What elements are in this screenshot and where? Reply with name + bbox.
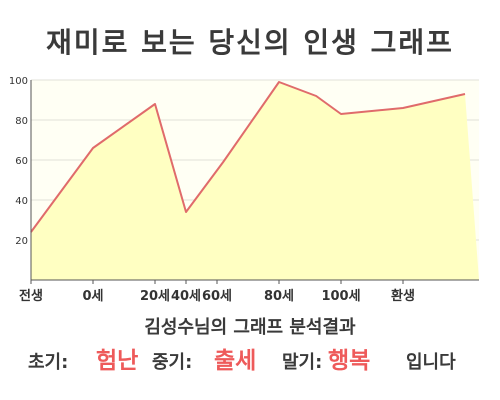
late-value: 행복 [328, 348, 371, 374]
x-tick-label: 환생 [391, 288, 415, 304]
x-tick-label: 40세 [171, 289, 201, 304]
x-tick-label: 20세 [140, 289, 170, 304]
y-tick-label: 80 [15, 116, 28, 127]
x-tick-label: 100세 [321, 289, 360, 304]
early-label: 초기: [28, 352, 69, 373]
x-tick-label: 0세 [82, 289, 103, 304]
mid-value: 출세 [214, 348, 257, 374]
y-tick-label: 20 [15, 236, 28, 247]
mid-label: 중기: [152, 352, 193, 373]
result-summary: 초기: 험난 중기: 출세 말기: 행복 입니다 [28, 346, 488, 380]
chart-title: 재미로 보는 당신의 인생 그래프 [46, 26, 454, 59]
area-fill [31, 82, 479, 280]
x-tick-label: 60세 [202, 289, 232, 304]
y-tick-label: 40 [15, 196, 28, 207]
series-line [30, 81, 466, 233]
result-title: 김성수님의 그래프 분석결과 [144, 317, 356, 338]
y-tick-label: 60 [15, 156, 28, 167]
y-tick-label: 100 [9, 76, 28, 87]
x-tick-label: 전생 [19, 288, 43, 304]
early-value: 험난 [96, 348, 139, 374]
result-suffix: 입니다 [406, 352, 456, 373]
late-label: 말기: [282, 352, 323, 373]
x-tick-label: 80세 [264, 289, 294, 304]
